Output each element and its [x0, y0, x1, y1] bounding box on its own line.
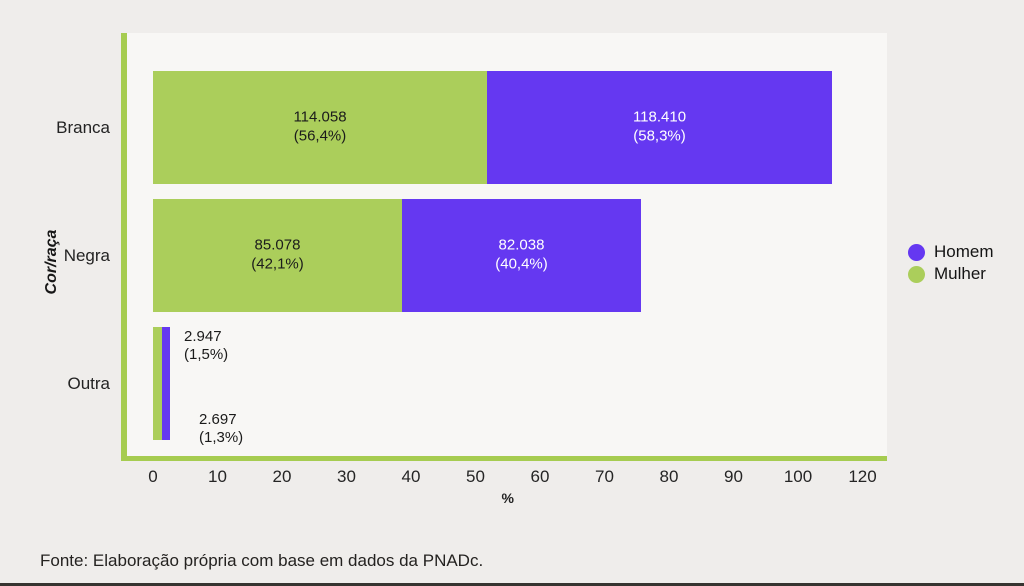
bar-row-branca: 114.058 (56,4%) 118.410 (58,3%) [153, 71, 832, 184]
x-tick-10: 10 [208, 467, 227, 486]
legend-dot-icon [908, 265, 925, 283]
legend-label: Mulher [934, 264, 986, 283]
bar-mulher-branca: 114.058 (56,4%) [153, 71, 487, 184]
legend-item-mulher: Mulher [908, 263, 994, 285]
x-tick-20: 20 [272, 467, 292, 486]
x-tick-60: 60 [530, 467, 550, 486]
bar-value-label-mulher-outra: 2.947 (1,5%) [184, 328, 229, 363]
bar-value-label: 118.410 (58,3%) [632, 107, 687, 144]
x-tick-30: 30 [337, 467, 356, 486]
bar-row-negra: 85.078 (42,1%) 82.038 (40,4%) [153, 199, 641, 312]
bar-homem-branca: 118.410 (58,3%) [487, 71, 832, 184]
bar-value-label: 82.038 (40,4%) [495, 235, 548, 272]
bar-homem-negra: 82.038 (40,4%) [402, 199, 641, 312]
x-tick-120: 120 [848, 467, 877, 486]
bar-homem-outra [162, 327, 170, 440]
bar-mulher-negra: 85.078 (42,1%) [153, 199, 402, 312]
x-tick-70: 70 [595, 467, 614, 486]
x-tick-100: 100 [783, 467, 813, 486]
x-tick-40: 40 [401, 467, 421, 486]
bar-value-label-homem-outra: 2.697 (1,3%) [199, 411, 244, 446]
legend-label: Homem [934, 242, 994, 261]
bar-mulher-outra [153, 327, 162, 440]
legend: Homem Mulher [908, 241, 994, 285]
y-axis-line [121, 33, 127, 461]
x-tick-80: 80 [659, 467, 679, 486]
bar-row-outra [153, 327, 170, 440]
x-tick-0: 0 [148, 467, 158, 486]
category-label-negra: Negra [63, 245, 110, 265]
legend-item-homem: Homem [908, 241, 994, 263]
x-tick-50: 50 [466, 467, 485, 486]
category-label-outra: Outra [67, 373, 110, 393]
category-label-branca: Branca [56, 117, 110, 137]
x-axis-title: % [501, 490, 514, 506]
legend-dot-icon [908, 243, 925, 261]
x-tick-90: 90 [724, 467, 743, 486]
source-note: Fonte: Elaboração própria com base em da… [40, 551, 484, 570]
bottom-divider [0, 583, 1024, 586]
x-axis-line [121, 456, 887, 461]
bar-value-label: 85.078 (42,1%) [251, 235, 304, 272]
bar-value-label: 114.058 (56,4%) [293, 107, 347, 144]
